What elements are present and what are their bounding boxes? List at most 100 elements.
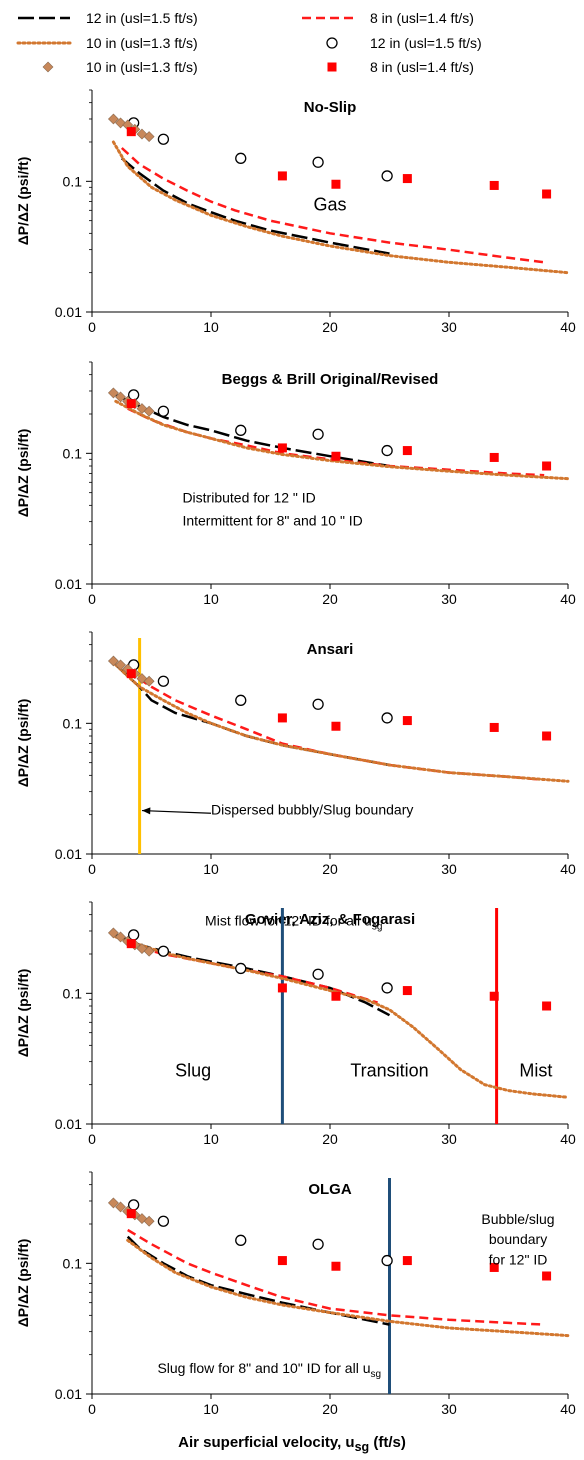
marker-diamond	[143, 405, 155, 417]
y-tick-label: 0.1	[63, 1255, 83, 1271]
marker-open-circle	[157, 945, 170, 957]
x-tick-label: 0	[88, 861, 96, 877]
annotation-text: Mist	[519, 1061, 552, 1081]
marker-diamond	[143, 945, 155, 957]
marker-open-circle	[235, 424, 247, 436]
y-tick-label: 0.1	[63, 445, 83, 461]
x-tick-label: 10	[203, 591, 219, 607]
marker-diamond	[107, 927, 119, 939]
chart-title: Govier, Aziz, & Fogarasi	[245, 911, 415, 928]
chart-olga: 0 10 20 30 40 0.01 0.1 ΔP/ΔZ (psi/ft) OLGA Bubble…	[15, 1171, 576, 1417]
marker-open-circle	[235, 152, 247, 164]
chart-no-slip: 0 10 20 30 40 0.01 0.1 ΔP/ΔZ (psi/ft) No-Slip Gas	[15, 89, 576, 335]
series-line	[114, 663, 390, 767]
marker-square	[542, 731, 552, 741]
marker-open-circle	[157, 405, 170, 417]
legend-entry: 10 in (usl=1.3 ft/s)	[42, 59, 198, 75]
x-tick-label: 0	[88, 319, 96, 335]
marker-square	[402, 1256, 412, 1266]
marker-open-circle	[235, 962, 247, 975]
x-tick-label: 10	[203, 1401, 219, 1417]
series-line	[111, 140, 570, 275]
series-line	[114, 663, 570, 783]
x-tick-label: 0	[88, 591, 96, 607]
x-tick-label: 40	[560, 1131, 576, 1147]
chart-title: No-Slip	[304, 99, 357, 116]
series-line	[126, 1238, 570, 1338]
y-tick-label: 0.01	[55, 846, 82, 862]
x-tick-label: 20	[322, 1131, 338, 1147]
x-tick-label: 20	[322, 319, 338, 335]
x-tick-label: 30	[441, 591, 457, 607]
marker-square	[277, 713, 287, 723]
annotation-text: Slug	[175, 1061, 211, 1081]
y-tick-label: 0.01	[55, 576, 82, 592]
chart-legend: 12 in (usl=1.5 ft/s) 8 in (usl=1.4 ft/s) 1…	[16, 10, 482, 75]
marker-square	[126, 399, 136, 409]
chart-beggs-brill: 0 10 20 30 40 0.01 0.1 ΔP/ΔZ (psi/ft) Beggs & Br…	[15, 361, 576, 607]
legend-label: 10 in (usl=1.3 ft/s)	[86, 59, 198, 75]
marker-square	[402, 716, 412, 726]
legend-label: 10 in (usl=1.3 ft/s)	[86, 35, 198, 51]
y-tick-label: 0.1	[63, 985, 83, 1001]
x-axis-label: Air superficial velocity, usg (ft/s)	[178, 1434, 406, 1454]
marker-square	[402, 986, 412, 996]
series-line	[114, 399, 570, 481]
annotation-text: Dispersed bubbly/Slug boundary	[211, 802, 413, 818]
marker-diamond	[143, 131, 155, 143]
chart-govier-aziz-fogarasi: 0 10 20 30 40 0.01 0.1 ΔP/ΔZ (psi/ft) Govier, Az…	[15, 901, 576, 1147]
x-tick-label: 10	[203, 319, 219, 335]
y-tick-label: 0.01	[55, 1116, 82, 1132]
annotation-arrowhead	[141, 807, 151, 815]
x-tick-label: 30	[441, 1401, 457, 1417]
marker-diamond	[107, 655, 119, 667]
marker-square	[126, 1209, 136, 1219]
marker-open-circle	[381, 712, 393, 724]
marker-open-circle	[157, 1215, 170, 1227]
legend-entry: 8 in (usl=1.4 ft/s)	[327, 59, 474, 75]
marker-square	[489, 991, 499, 1001]
marker-square	[542, 1001, 552, 1011]
legend-entry: 12 in (usl=1.5 ft/s)	[326, 35, 482, 51]
x-tick-label: 40	[560, 1401, 576, 1417]
annotation-text: Gas	[313, 194, 346, 214]
x-tick-label: 0	[88, 1401, 96, 1417]
legend-label: 8 in (usl=1.4 ft/s)	[370, 10, 474, 26]
marker-square	[327, 62, 337, 72]
marker-diamond	[115, 659, 126, 671]
marker-diamond	[115, 391, 126, 403]
marker-square	[489, 452, 499, 462]
x-tick-label: 10	[203, 861, 219, 877]
x-tick-label: 40	[560, 319, 576, 335]
annotation-text: Distributed for 12 " ID	[182, 490, 315, 506]
y-axis-label: ΔP/ΔZ (psi/ft)	[15, 699, 31, 788]
series-line	[120, 157, 390, 255]
annotation-arrow	[141, 809, 212, 814]
marker-open-circle	[157, 133, 170, 145]
series-line	[127, 1228, 545, 1326]
annotation-text: Transition	[350, 1061, 428, 1081]
x-tick-label: 20	[322, 861, 338, 877]
annotation-text: Slug flow for 8" and 10" ID for all usg	[157, 1360, 381, 1380]
series-line	[127, 407, 545, 477]
annotation-text: Intermittent for 8" and 10 " ID	[182, 513, 362, 529]
marker-diamond	[115, 1201, 126, 1213]
x-tick-label: 40	[560, 591, 576, 607]
y-axis-label: ΔP/ΔZ (psi/ft)	[15, 157, 31, 246]
marker-square	[489, 1262, 499, 1272]
x-tick-label: 30	[441, 861, 457, 877]
y-axis-label: ΔP/ΔZ (psi/ft)	[15, 969, 31, 1058]
marker-square	[331, 451, 341, 461]
marker-square	[331, 991, 341, 1001]
series-line	[120, 147, 545, 264]
marker-square	[542, 461, 552, 471]
x-tick-label: 20	[322, 1401, 338, 1417]
chart-title: OLGA	[308, 1181, 351, 1198]
chart-title: Beggs & Brill Original/Revised	[222, 371, 439, 388]
marker-square	[402, 174, 412, 184]
legend-label: 12 in (usl=1.5 ft/s)	[370, 35, 482, 51]
series-line	[127, 670, 545, 782]
marker-diamond	[143, 675, 155, 687]
legend-entry: 8 in (usl=1.4 ft/s)	[302, 10, 474, 26]
marker-open-circle	[312, 968, 324, 980]
